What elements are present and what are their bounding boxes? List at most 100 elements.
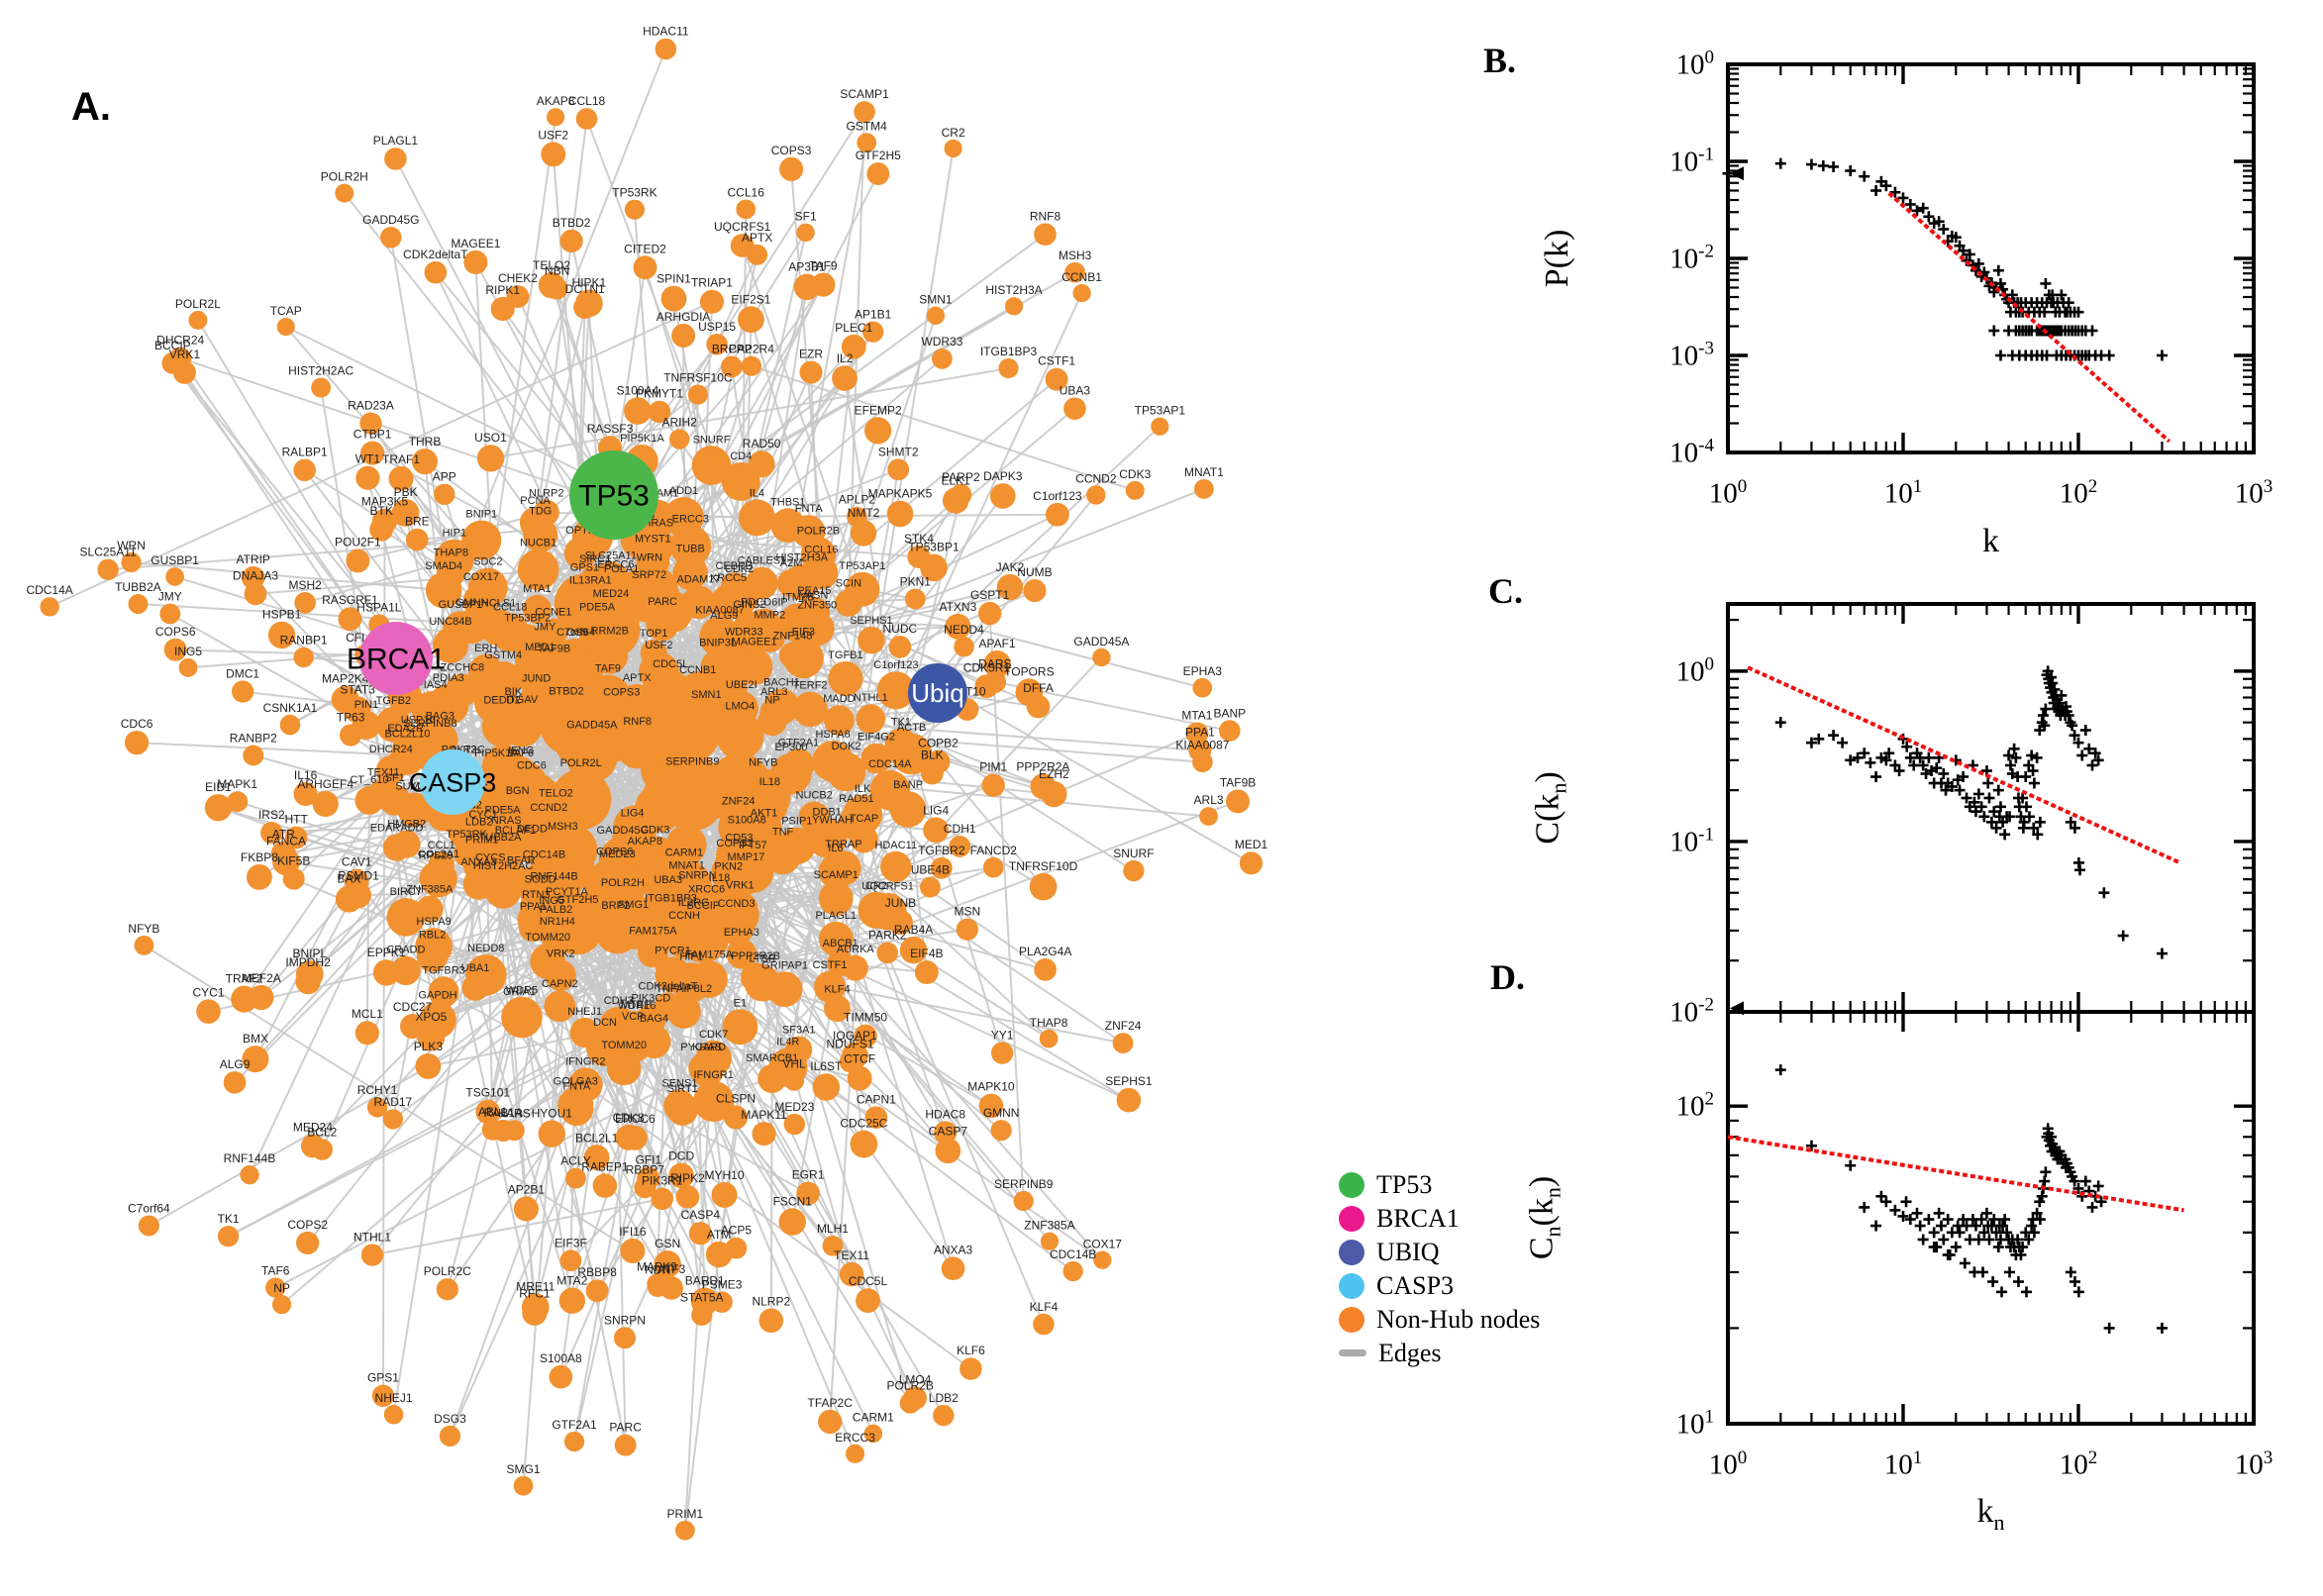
network-node (850, 825, 878, 853)
network-node (983, 650, 1011, 678)
network-node-label: CDK7 (699, 1029, 728, 1041)
network-node (710, 584, 747, 620)
network-node-label: WDR5 (506, 985, 538, 997)
network-node (826, 850, 861, 886)
network-node (818, 921, 854, 956)
network-node (1086, 485, 1106, 505)
network-node (583, 1145, 610, 1171)
network-node (417, 1023, 446, 1051)
network-node (613, 1327, 636, 1349)
network-node (1239, 851, 1263, 875)
network-node (824, 995, 851, 1023)
network-edge (573, 916, 669, 1443)
network-node (411, 691, 453, 732)
network-node (415, 1053, 442, 1079)
network-node-label: CCND3 (718, 898, 756, 910)
network-node (335, 885, 362, 913)
network-node-label: HCLS1 (481, 597, 516, 609)
network-node-label: E1 (734, 997, 747, 1009)
network-node (693, 1080, 735, 1123)
edge-icon (1339, 1349, 1366, 1356)
network-node (419, 861, 453, 895)
network-node (960, 1357, 982, 1380)
network-node (688, 1222, 712, 1246)
network-node-label: SNRPN (678, 870, 717, 882)
network-node-label: POLR2H (601, 877, 645, 889)
network-node-label: PDE5A (579, 602, 616, 614)
network-edge (371, 1197, 662, 1256)
network-node-label: APTX (623, 672, 652, 684)
network-node (380, 227, 402, 249)
network-node (204, 794, 233, 822)
network-node (1226, 789, 1251, 814)
network-node (338, 607, 362, 632)
network-edge (228, 1024, 638, 1238)
network-node-label: HIP1 (443, 528, 466, 540)
network-node (296, 1231, 320, 1255)
network-node-label: TNF (772, 826, 794, 838)
network-node-label: CRADD (386, 945, 425, 956)
network-node-label: SRP72 (632, 569, 666, 581)
network-node (812, 1073, 841, 1101)
network-node (293, 647, 314, 668)
network-node-label: RTN3 (522, 889, 551, 901)
network-node (640, 717, 689, 766)
network-node (227, 791, 249, 813)
legend-item-casp3: CASP3 (1339, 1272, 1540, 1299)
network-node (711, 1181, 738, 1208)
network-node-label: EIF4G2 (858, 732, 895, 744)
network-node (522, 594, 552, 624)
network-node-label: TRRAP (825, 839, 861, 850)
network-node (651, 904, 690, 944)
network-node-label: CAPN2 (542, 978, 578, 990)
network-edge (692, 922, 917, 1399)
network-node (822, 1235, 844, 1256)
network-node-label: CSTF1 (813, 959, 848, 971)
network-node (695, 1040, 732, 1077)
network-node-label: THBS1 (770, 496, 805, 508)
legend-item-tp53: TP53 (1339, 1171, 1540, 1198)
network-node (513, 1196, 539, 1222)
network-node (796, 223, 815, 243)
brca1-hub-icon (1339, 1205, 1364, 1232)
network-node-label: BACH1 (763, 677, 800, 689)
network-node-label: PIK3CD (631, 993, 670, 1005)
network-node (778, 603, 819, 644)
network-node (359, 412, 382, 435)
legend-label: Edges (1378, 1338, 1442, 1367)
network-node (523, 517, 558, 552)
network-node (40, 597, 59, 617)
network-node-label: JMY (534, 621, 556, 633)
network-node (796, 1181, 820, 1206)
network-node (637, 1025, 671, 1059)
network-node (575, 108, 598, 130)
network-node (536, 654, 572, 691)
network-node (671, 962, 712, 1003)
network-node-label: UBA1 (461, 962, 490, 974)
network-node-label: GINS2 (733, 599, 765, 611)
network-node (876, 671, 916, 710)
network-node (223, 1070, 247, 1094)
network-node (799, 360, 823, 384)
network-node-label: ACTB (897, 722, 926, 734)
network-node (954, 636, 974, 657)
network-node (369, 517, 394, 542)
network-node-label: CD53 (725, 833, 753, 845)
network-node (839, 1261, 864, 1287)
network-node-label: BCCIP (687, 900, 721, 912)
network-node-label: CCNH (668, 910, 700, 922)
network-node (904, 588, 926, 610)
network-node (858, 626, 885, 654)
network-node-label: HRAS (644, 518, 674, 530)
network-node (161, 351, 184, 374)
network-node-label: TAF9 (595, 663, 621, 675)
clipped-point-arrow (1730, 166, 1744, 181)
network-node-label: COPS2 (716, 838, 753, 849)
network-edge (835, 656, 1103, 940)
network-node-label: VRK2 (547, 948, 575, 959)
network-node-label: CDC6 (517, 759, 547, 771)
network-node-label: NRAS (491, 815, 522, 827)
network-node (592, 1173, 618, 1198)
network-node (1033, 1313, 1055, 1336)
network-node (668, 1162, 694, 1189)
